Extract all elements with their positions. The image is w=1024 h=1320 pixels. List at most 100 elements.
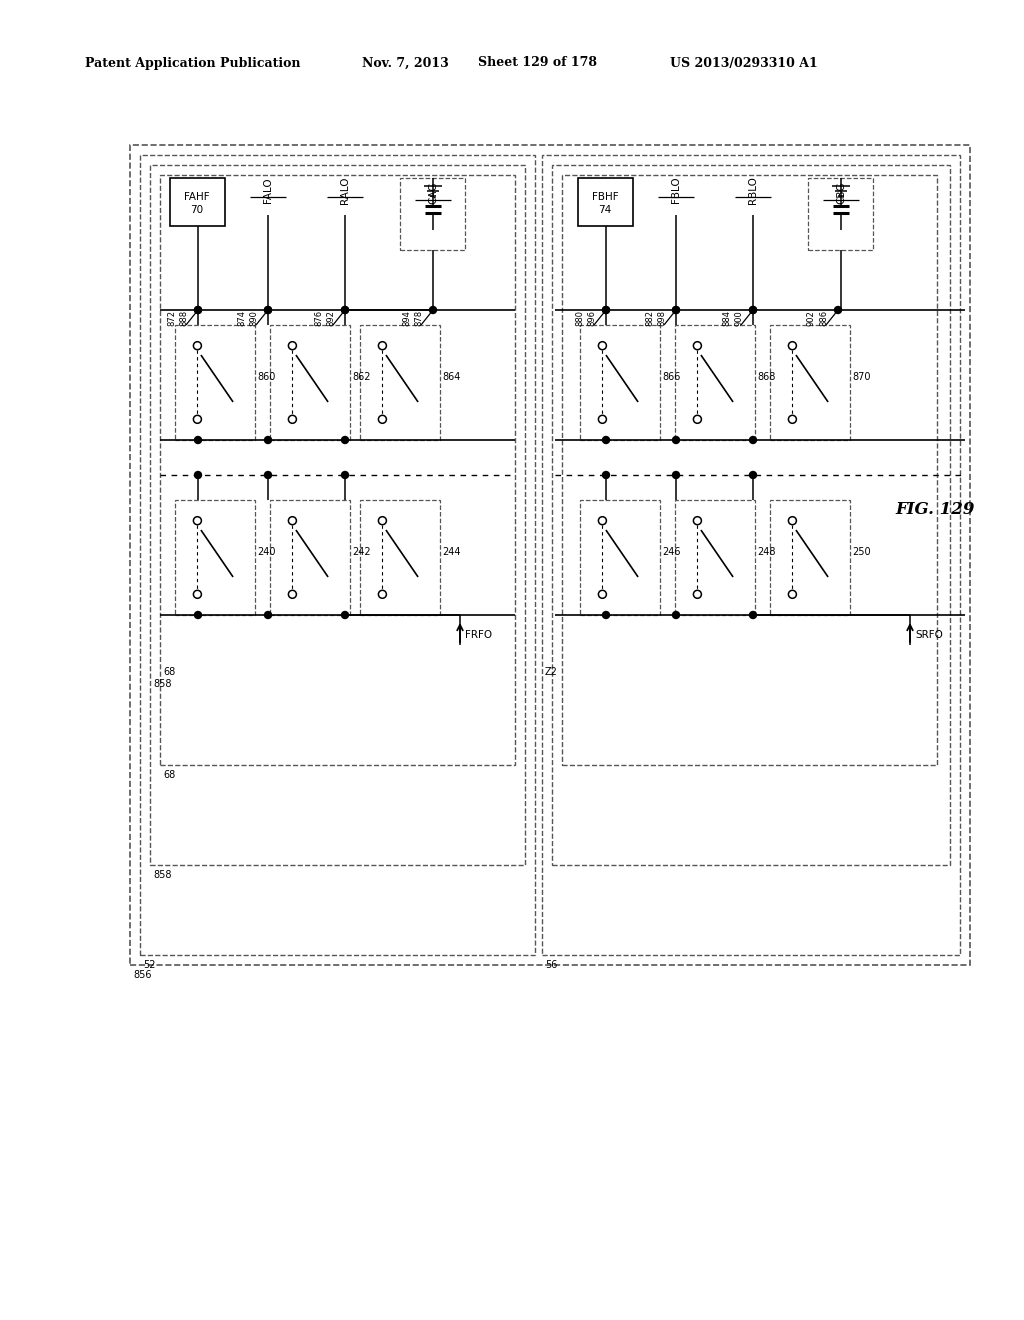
- Bar: [130, 145, 970, 965]
- Circle shape: [341, 306, 348, 314]
- Circle shape: [673, 611, 680, 619]
- Bar: [770, 500, 850, 615]
- Bar: [270, 500, 350, 615]
- Text: US 2013/0293310 A1: US 2013/0293310 A1: [670, 57, 818, 70]
- Text: Sheet 129 of 178: Sheet 129 of 178: [478, 57, 597, 70]
- Text: FIG. 129: FIG. 129: [895, 502, 975, 519]
- Circle shape: [264, 611, 271, 619]
- Bar: [580, 325, 660, 440]
- Text: 888: 888: [179, 310, 188, 326]
- Text: Patent Application Publication: Patent Application Publication: [85, 57, 300, 70]
- Bar: [542, 154, 961, 954]
- Text: 876: 876: [314, 310, 323, 326]
- Text: 860: 860: [257, 372, 275, 381]
- Circle shape: [341, 471, 348, 479]
- Circle shape: [750, 611, 757, 619]
- Circle shape: [750, 437, 757, 444]
- Circle shape: [379, 416, 386, 424]
- Circle shape: [264, 306, 271, 314]
- Text: 882: 882: [645, 310, 654, 326]
- Circle shape: [788, 590, 797, 598]
- Circle shape: [750, 306, 757, 314]
- Circle shape: [788, 516, 797, 525]
- Text: RALO: RALO: [340, 177, 350, 203]
- Circle shape: [602, 306, 609, 314]
- Circle shape: [379, 590, 386, 598]
- Bar: [140, 154, 535, 954]
- Circle shape: [602, 437, 609, 444]
- Circle shape: [693, 516, 701, 525]
- Circle shape: [341, 611, 348, 619]
- Text: 246: 246: [662, 546, 681, 557]
- Text: 868: 868: [757, 372, 775, 381]
- Bar: [808, 178, 873, 249]
- Text: 884: 884: [722, 310, 731, 326]
- Circle shape: [194, 590, 202, 598]
- Text: Z2: Z2: [545, 667, 558, 677]
- Text: 858: 858: [153, 870, 171, 880]
- Circle shape: [673, 306, 680, 314]
- Bar: [170, 178, 225, 226]
- Text: 902: 902: [807, 310, 816, 326]
- Text: 56: 56: [545, 960, 557, 970]
- Text: 870: 870: [852, 372, 870, 381]
- Text: 68: 68: [163, 667, 175, 677]
- Text: FBLO: FBLO: [671, 177, 681, 203]
- Text: 240: 240: [257, 546, 275, 557]
- Text: 880: 880: [575, 310, 584, 326]
- Circle shape: [788, 416, 797, 424]
- Text: RBLO: RBLO: [748, 176, 758, 203]
- Circle shape: [289, 342, 296, 350]
- Text: 872: 872: [167, 310, 176, 326]
- Bar: [770, 325, 850, 440]
- Circle shape: [693, 416, 701, 424]
- Circle shape: [289, 516, 296, 525]
- Bar: [400, 178, 465, 249]
- Text: 856: 856: [133, 970, 152, 979]
- Text: 250: 250: [852, 546, 870, 557]
- Circle shape: [598, 416, 606, 424]
- Text: 874: 874: [237, 310, 246, 326]
- Circle shape: [750, 306, 757, 314]
- Text: 68: 68: [163, 770, 175, 780]
- Text: FRFO: FRFO: [465, 630, 493, 640]
- Bar: [360, 325, 440, 440]
- Text: 864: 864: [442, 372, 461, 381]
- Circle shape: [602, 306, 609, 314]
- Bar: [270, 325, 350, 440]
- Circle shape: [602, 611, 609, 619]
- Bar: [580, 500, 660, 615]
- Circle shape: [264, 471, 271, 479]
- Circle shape: [602, 471, 609, 479]
- Circle shape: [289, 416, 296, 424]
- Bar: [562, 176, 937, 766]
- Circle shape: [673, 306, 680, 314]
- Text: 248: 248: [757, 546, 775, 557]
- Circle shape: [598, 342, 606, 350]
- Text: 244: 244: [442, 546, 461, 557]
- Bar: [360, 500, 440, 615]
- Text: 242: 242: [352, 546, 371, 557]
- Circle shape: [693, 590, 701, 598]
- Circle shape: [194, 342, 202, 350]
- Text: FBHF: FBHF: [592, 191, 618, 202]
- Text: 896: 896: [587, 310, 596, 326]
- Text: CAG: CAG: [428, 182, 438, 205]
- Circle shape: [195, 611, 202, 619]
- Circle shape: [194, 416, 202, 424]
- Circle shape: [693, 342, 701, 350]
- Circle shape: [341, 437, 348, 444]
- Text: 890: 890: [249, 310, 258, 326]
- Circle shape: [195, 471, 202, 479]
- Bar: [175, 325, 255, 440]
- Text: 74: 74: [598, 205, 611, 215]
- Text: 866: 866: [662, 372, 680, 381]
- Text: 70: 70: [190, 205, 204, 215]
- Text: CBG: CBG: [836, 182, 846, 205]
- Bar: [675, 325, 755, 440]
- Circle shape: [673, 437, 680, 444]
- Text: Nov. 7, 2013: Nov. 7, 2013: [362, 57, 449, 70]
- Circle shape: [379, 342, 386, 350]
- Circle shape: [835, 306, 842, 314]
- Bar: [160, 176, 515, 766]
